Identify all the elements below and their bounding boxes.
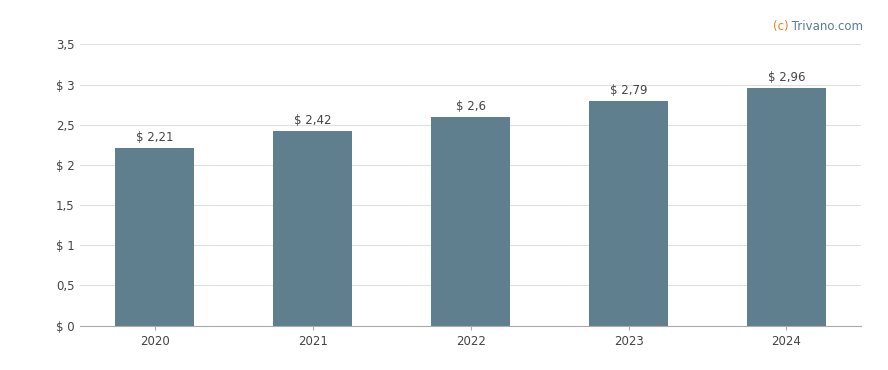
Text: $ 2,42: $ 2,42 bbox=[294, 114, 331, 127]
Bar bbox=[589, 101, 668, 326]
Text: $ 2,21: $ 2,21 bbox=[136, 131, 174, 144]
Text: $ 2,96: $ 2,96 bbox=[767, 71, 805, 84]
Text: $ 2,6: $ 2,6 bbox=[456, 100, 486, 113]
Bar bbox=[115, 148, 194, 326]
Text: Trivano.com: Trivano.com bbox=[789, 20, 863, 33]
Bar bbox=[747, 88, 826, 326]
Text: (c): (c) bbox=[773, 20, 789, 33]
Bar bbox=[432, 117, 510, 326]
Bar bbox=[274, 131, 353, 326]
Text: $ 2,79: $ 2,79 bbox=[610, 84, 647, 97]
